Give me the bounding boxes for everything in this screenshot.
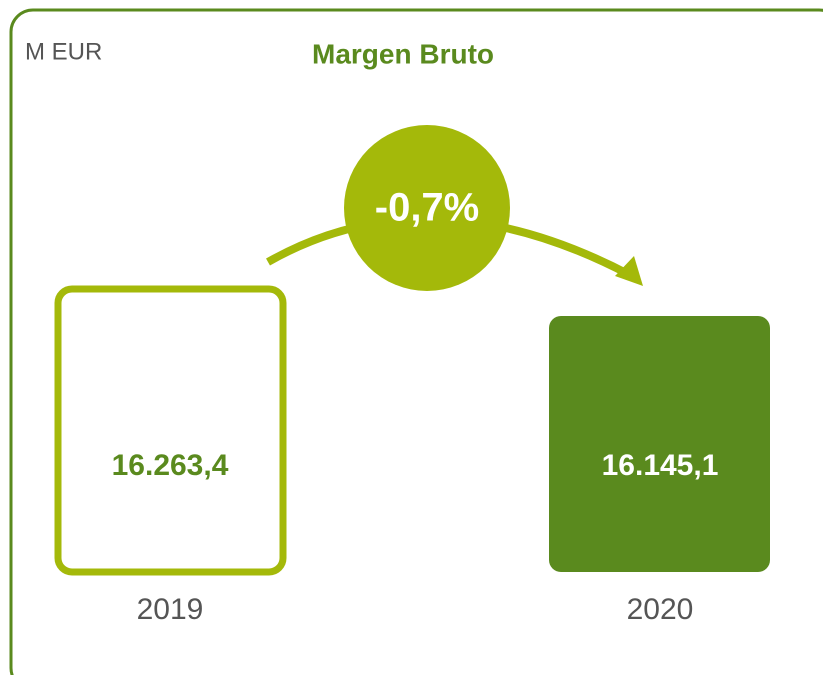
change-label: -0,7% (375, 186, 480, 230)
title: Margen Bruto (312, 38, 494, 69)
change-badge (344, 125, 510, 291)
year-label: 2020 (627, 593, 694, 626)
unit-label: M EUR (25, 38, 102, 65)
arrow-head (615, 256, 643, 286)
value-label: 16.263,4 (112, 449, 229, 482)
box-2019 (54, 285, 287, 576)
value-label: 16.145,1 (602, 449, 719, 482)
year-label: 2019 (137, 593, 204, 626)
box-2020 (549, 316, 770, 572)
